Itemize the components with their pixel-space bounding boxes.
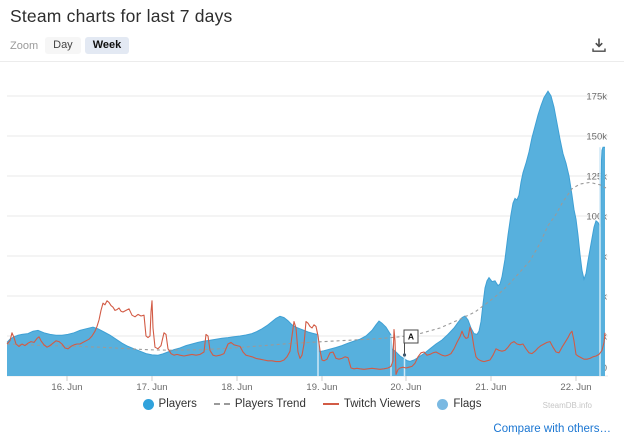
flag-a-label: A <box>408 332 414 342</box>
legend-label: Twitch Viewers <box>343 398 421 410</box>
twitch-viewers-line <box>6 300 606 375</box>
legend-item-players-trend[interactable]: Players Trend <box>213 398 306 410</box>
y-axis-label: 100k <box>586 212 607 223</box>
x-axis-label: 22. Jun <box>560 382 591 393</box>
zoom-controls: Zoom Day Week <box>10 37 130 54</box>
x-axis-label: 16. Jun <box>51 382 82 393</box>
flag-a-box <box>403 329 419 344</box>
x-axis-label: 21. Jun <box>475 382 506 393</box>
zoom-week-button[interactable]: Week <box>84 37 130 54</box>
x-axis-label: 19. Jun <box>306 382 337 393</box>
compare-with-others-link[interactable]: Compare with others… <box>493 423 611 435</box>
legend-item-twitch-viewers[interactable]: Twitch Viewers <box>322 398 421 410</box>
flag-a-anchor <box>402 353 407 357</box>
y-axis-label: 150k <box>586 132 607 143</box>
download-chart-button[interactable] <box>588 34 610 56</box>
y-axis-label: 125k <box>586 172 607 183</box>
chart-legend: Players Players Trend Twitch Viewers Flags <box>0 398 624 410</box>
players-legend-marker <box>142 398 154 410</box>
x-axis-label: 17. Jun <box>136 382 167 393</box>
header-divider <box>0 61 624 62</box>
players-area-edge <box>6 90 605 362</box>
players-area <box>7 91 605 376</box>
page-title: Steam charts for last 7 days <box>10 6 233 26</box>
legend-item-flags[interactable]: Flags <box>437 398 481 410</box>
twitch-viewers-legend-marker <box>322 403 339 405</box>
download-icon <box>592 38 606 52</box>
players-trend-line <box>6 181 607 351</box>
x-axis-label: 20. Jun <box>390 382 421 393</box>
flags-legend-marker <box>437 398 449 410</box>
legend-label: Players Trend <box>234 398 306 410</box>
players-trend-legend-marker <box>213 403 230 405</box>
y-axis-label: 175k <box>586 92 607 103</box>
steamdb-watermark: SteamDB.info <box>542 401 592 410</box>
legend-label: Players <box>158 398 197 410</box>
flag-a-marker[interactable]: A <box>402 329 419 357</box>
legend-item-players[interactable]: Players <box>142 398 197 410</box>
x-axis-label: 18. Jun <box>221 382 252 393</box>
zoom-label: Zoom <box>10 39 39 52</box>
legend-label: Flags <box>453 398 482 410</box>
zoom-day-button[interactable]: Day <box>45 37 81 54</box>
